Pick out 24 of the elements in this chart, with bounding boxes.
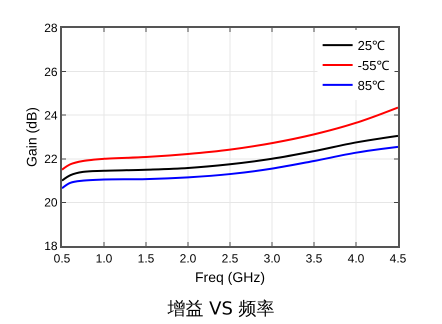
y-tick-label: 28 (44, 21, 58, 36)
y-tick-label: 24 (44, 108, 58, 122)
y-tick-label: 22 (44, 152, 58, 166)
x-tick-label: 4.0 (348, 251, 365, 266)
text: 增益 VS 频率 (166, 298, 275, 320)
line-series (62, 134, 398, 182)
x-tick-label: 3.5 (306, 251, 323, 266)
legend-label: 25℃ (358, 38, 386, 54)
legend-label: -55℃ (358, 58, 390, 74)
x-axis-title: Freq (GHz) (195, 269, 265, 286)
x-tick-label: 2.0 (180, 251, 197, 266)
y-axis-title: Gain (dB) (23, 107, 40, 167)
y-tick-label: 18 (44, 239, 58, 254)
y-tick-label: 26 (44, 64, 58, 79)
x-tick-label: 3.0 (264, 251, 281, 266)
x-tick-label: 0.5 (54, 251, 71, 266)
x-tick-label: 2.5 (222, 251, 239, 266)
y-tick-label: 20 (44, 196, 58, 210)
x-tick-label: 4.5 (390, 251, 407, 266)
line-series (62, 146, 398, 190)
legend-label: 85℃ (358, 78, 386, 93)
x-tick-label: 1.5 (138, 251, 155, 266)
line-series (62, 106, 398, 171)
x-tick-label: 1.0 (96, 251, 113, 266)
